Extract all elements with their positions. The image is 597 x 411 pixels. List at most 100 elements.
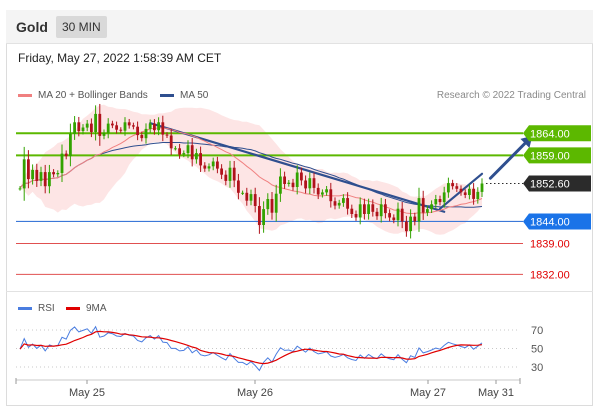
candle-body — [207, 166, 211, 169]
candle-body — [262, 209, 265, 225]
candle — [375, 208, 379, 220]
candle-body — [232, 167, 236, 181]
candle — [258, 197, 261, 234]
candle-body — [22, 159, 26, 189]
candle — [136, 121, 139, 141]
x-tick-label: May 25 — [69, 387, 105, 399]
candle — [245, 187, 249, 206]
candle-body — [203, 165, 207, 169]
forecast-arrow-shaft — [488, 140, 528, 180]
candle — [295, 165, 299, 195]
candle — [220, 164, 223, 180]
candle-body — [27, 159, 30, 180]
candle — [148, 119, 152, 133]
level-label-current: 1852.60 — [523, 175, 591, 192]
candle — [468, 184, 471, 200]
instrument-title: Gold — [16, 19, 48, 35]
ma20-swatch — [18, 93, 32, 97]
candle-body — [115, 125, 118, 130]
candle-body — [123, 122, 127, 131]
candle-body — [287, 182, 291, 184]
candle — [438, 195, 442, 206]
candle-body — [274, 193, 278, 213]
candle — [388, 209, 391, 222]
candle-body — [350, 208, 354, 214]
candle — [81, 124, 85, 135]
candle — [111, 120, 114, 129]
candle — [417, 187, 421, 232]
candle — [312, 172, 316, 194]
candle-body — [127, 122, 131, 126]
candle-body — [421, 198, 425, 213]
candle-body — [73, 122, 76, 134]
candle — [253, 187, 257, 213]
candle — [174, 146, 177, 151]
rsi-tick-label: 50 — [531, 344, 543, 356]
candle-body — [388, 213, 391, 218]
candle-body — [148, 123, 152, 129]
candle-body — [413, 216, 417, 222]
candle — [249, 189, 253, 206]
candle — [153, 119, 156, 135]
candle — [43, 164, 47, 194]
candle-body — [85, 123, 89, 128]
candle-body — [31, 169, 34, 180]
candle — [98, 103, 102, 146]
level-label-box — [523, 213, 591, 230]
level-label-resistance: 1864.00 — [523, 125, 591, 142]
candle-body — [35, 169, 39, 181]
candle — [106, 118, 110, 139]
candle — [123, 117, 127, 136]
candle-body — [245, 192, 249, 201]
candle-body — [153, 123, 156, 131]
research-credit: Research © 2022 Trading Central — [436, 90, 586, 101]
candle-body — [195, 153, 198, 160]
candle-body — [417, 198, 421, 222]
candle — [396, 202, 400, 227]
candle-body — [375, 211, 379, 217]
candle — [392, 214, 396, 224]
level-label-text: 1859.00 — [530, 150, 570, 162]
candle — [35, 163, 39, 187]
candle-body — [52, 172, 55, 175]
rsi-ma-line — [19, 330, 483, 365]
candle-body — [266, 199, 270, 210]
timeframe-badge[interactable]: 30 MIN — [56, 16, 107, 38]
candle-body — [199, 153, 202, 166]
candle — [274, 184, 278, 222]
candle — [161, 115, 165, 142]
candle-body — [165, 134, 169, 136]
candle-body — [169, 135, 173, 149]
candle-body — [346, 198, 349, 209]
candle-body — [442, 192, 446, 203]
rsi-ma-swatch — [66, 306, 80, 310]
candle — [342, 194, 345, 207]
level-label-support: 1832.00 — [530, 269, 570, 281]
candle-body — [476, 191, 480, 199]
legend-ma50: MA 50 — [160, 90, 208, 101]
candle — [405, 215, 408, 237]
candle-body — [480, 183, 484, 192]
candle-body — [333, 201, 337, 206]
candle-body — [270, 199, 274, 213]
candle-body — [211, 161, 215, 167]
level-label-resistance: 1859.00 — [523, 147, 591, 164]
level-label-box — [523, 147, 591, 164]
candle — [476, 187, 480, 204]
candle — [115, 121, 118, 134]
candle-body — [300, 172, 303, 181]
candle — [379, 197, 383, 223]
candle-body — [253, 194, 257, 206]
candle-body — [111, 123, 114, 126]
candle — [346, 192, 349, 215]
candle — [371, 199, 375, 217]
candle-body — [186, 145, 190, 154]
candle — [22, 146, 26, 201]
candle-body — [337, 202, 341, 206]
candle — [426, 205, 429, 217]
candle-body — [430, 204, 433, 210]
candle — [60, 144, 64, 182]
candle-body — [459, 188, 463, 193]
candle-body — [102, 132, 106, 136]
candle — [182, 150, 186, 158]
